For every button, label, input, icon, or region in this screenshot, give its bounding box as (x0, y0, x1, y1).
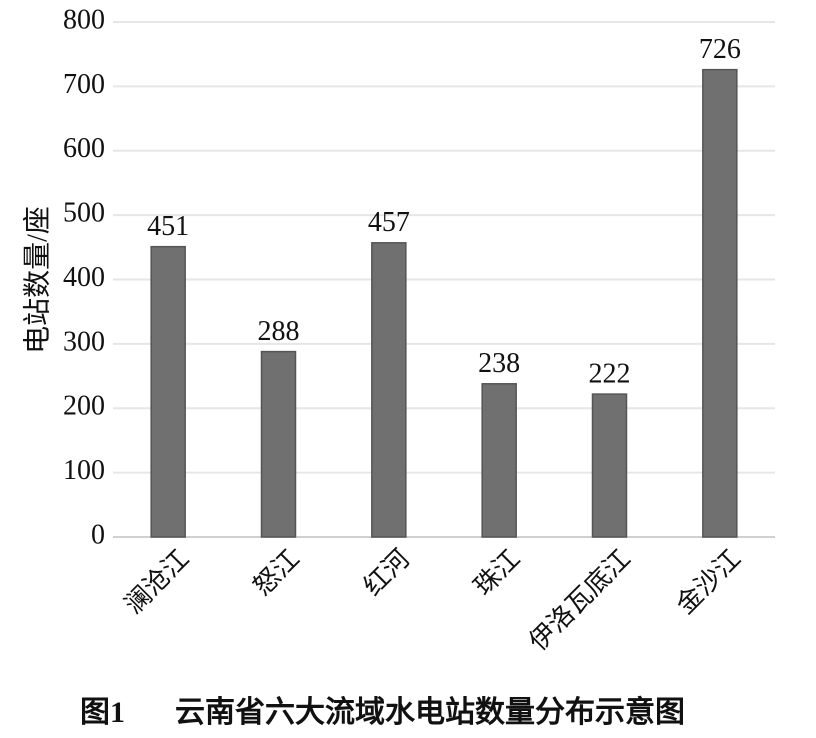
figure-label: 图1 (80, 696, 125, 729)
y-tick-label: 300 (63, 326, 105, 357)
bar (591, 393, 628, 538)
value-label: 222 (589, 359, 631, 390)
value-label: 288 (258, 316, 300, 347)
x-tick-label: 伊洛瓦底江 (524, 544, 636, 656)
x-tick-label: 怒江 (248, 544, 305, 601)
bar (260, 350, 297, 538)
value-label: 457 (368, 207, 410, 238)
y-axis-title: 电站数量/座 (21, 206, 53, 354)
y-tick-label: 200 (63, 391, 105, 422)
bar (371, 242, 407, 538)
y-tick-label: 700 (63, 69, 105, 100)
x-tick-label: 金沙江 (671, 544, 747, 620)
bar (481, 383, 517, 538)
x-tick-label: 澜沧江 (119, 544, 195, 620)
y-tick-label: 500 (63, 198, 105, 229)
y-tick-label: 600 (63, 133, 105, 164)
y-tick-label: 100 (63, 455, 105, 486)
chart-title: 云南省六大流域水电站数量分布示意图 (175, 695, 685, 729)
x-tick-label: 红河 (358, 544, 415, 601)
value-label: 451 (147, 211, 189, 242)
x-tick-label: 珠江 (468, 544, 525, 601)
value-label: 726 (699, 34, 741, 65)
y-tick-label: 400 (63, 262, 105, 293)
y-tick-label: 800 (63, 4, 105, 35)
y-tick-label: 0 (91, 519, 105, 550)
bar (702, 68, 738, 538)
value-label: 238 (478, 348, 520, 379)
bar (150, 245, 186, 538)
